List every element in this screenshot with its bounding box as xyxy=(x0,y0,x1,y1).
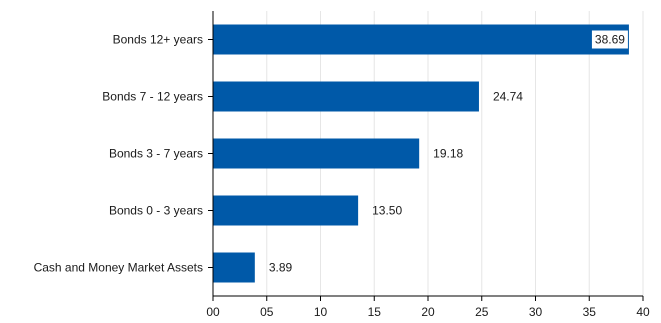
value-label: 19.18 xyxy=(433,147,463,161)
x-tick-label: 10 xyxy=(314,305,328,319)
bars xyxy=(213,24,629,283)
category-label: Bonds 0 - 3 years xyxy=(109,204,203,218)
value-label: 3.89 xyxy=(269,261,293,275)
x-tick-label: 15 xyxy=(368,305,382,319)
bar xyxy=(213,81,479,112)
category-label: Bonds 3 - 7 years xyxy=(109,147,203,161)
x-tick-label: 05 xyxy=(260,305,274,319)
x-tick-label: 00 xyxy=(206,305,220,319)
bar xyxy=(213,252,255,283)
bar xyxy=(213,24,629,55)
category-label: Bonds 12+ years xyxy=(113,33,203,47)
category-labels: Bonds 12+ years Bonds 7 - 12 years Bonds 3… xyxy=(34,33,213,275)
x-tick-label: 35 xyxy=(583,305,597,319)
bar xyxy=(213,195,359,226)
value-label: 38.69 xyxy=(595,33,625,47)
x-tick-label: 30 xyxy=(529,305,543,319)
category-label: Cash and Money Market Assets xyxy=(34,261,203,275)
value-labels: 38.69 24.74 19.18 13.50 3.89 xyxy=(269,30,628,275)
x-tick-label: 40 xyxy=(636,305,650,319)
value-label-bg xyxy=(591,30,628,49)
value-label: 13.50 xyxy=(372,204,402,218)
x-tick-label: 25 xyxy=(475,305,489,319)
category-label: Bonds 7 - 12 years xyxy=(102,90,203,104)
value-label: 24.74 xyxy=(493,90,523,104)
x-tick-label: 20 xyxy=(421,305,435,319)
bar xyxy=(213,138,420,169)
x-axis-ticks: 00 05 10 15 20 25 30 35 40 xyxy=(206,296,650,319)
